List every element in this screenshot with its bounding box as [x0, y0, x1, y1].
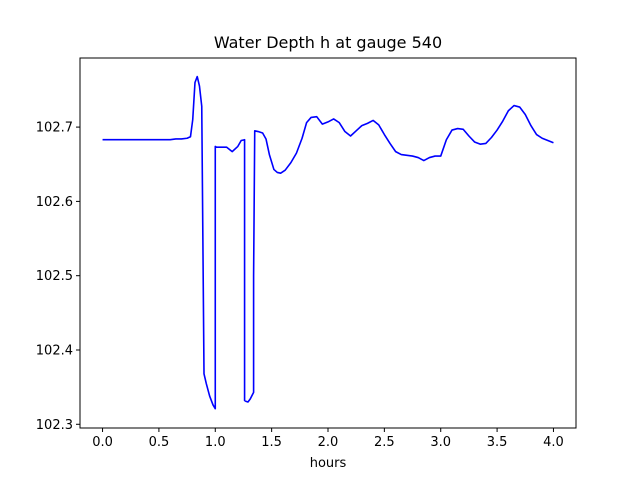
y-tick-label: 102.5 [36, 269, 73, 284]
x-axis-ticks: 0.0 0.5 1.0 1.5 2.0 2.5 3.0 3.5 4.0 [92, 428, 564, 450]
x-tick-label: 1.0 [205, 435, 226, 450]
y-axis-ticks: 102.3 102.4 102.5 102.6 102.7 [36, 121, 80, 433]
series-layer [102, 75, 554, 410]
y-tick-label: 102.4 [36, 343, 73, 358]
plot-area [80, 58, 576, 428]
y-tick-label: 102.7 [36, 121, 73, 136]
plot-frame [79, 57, 577, 429]
x-tick-label: 3.0 [430, 435, 451, 450]
x-tick-label: 3.5 [487, 435, 508, 450]
x-tick-label: 4.0 [543, 435, 564, 450]
series-line-0 [102, 75, 554, 410]
y-tick-label: 102.6 [36, 195, 73, 210]
chart-title: Water Depth h at gauge 540 [214, 33, 442, 52]
x-tick-label: 2.5 [374, 435, 395, 450]
x-axis-label: hours [310, 456, 347, 471]
y-tick-label: 102.3 [36, 418, 73, 433]
x-tick-label: 0.5 [149, 435, 170, 450]
x-tick-label: 2.0 [318, 435, 339, 450]
x-tick-label: 0.0 [92, 435, 113, 450]
x-tick-label: 1.5 [261, 435, 282, 450]
